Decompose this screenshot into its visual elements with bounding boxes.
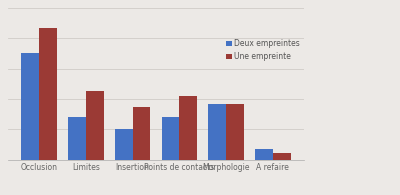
Legend: Deux empreintes, Une empreinte: Deux empreintes, Une empreinte bbox=[226, 39, 300, 61]
Bar bbox=[255, 149, 273, 160]
Bar bbox=[226, 104, 244, 160]
Bar bbox=[68, 117, 86, 160]
Bar bbox=[22, 53, 39, 160]
Bar bbox=[86, 91, 104, 160]
Bar bbox=[179, 96, 197, 160]
Bar bbox=[115, 129, 133, 160]
Bar bbox=[273, 153, 290, 160]
Bar bbox=[133, 107, 150, 160]
Bar bbox=[39, 27, 57, 160]
Bar bbox=[208, 104, 226, 160]
Bar bbox=[162, 117, 179, 160]
